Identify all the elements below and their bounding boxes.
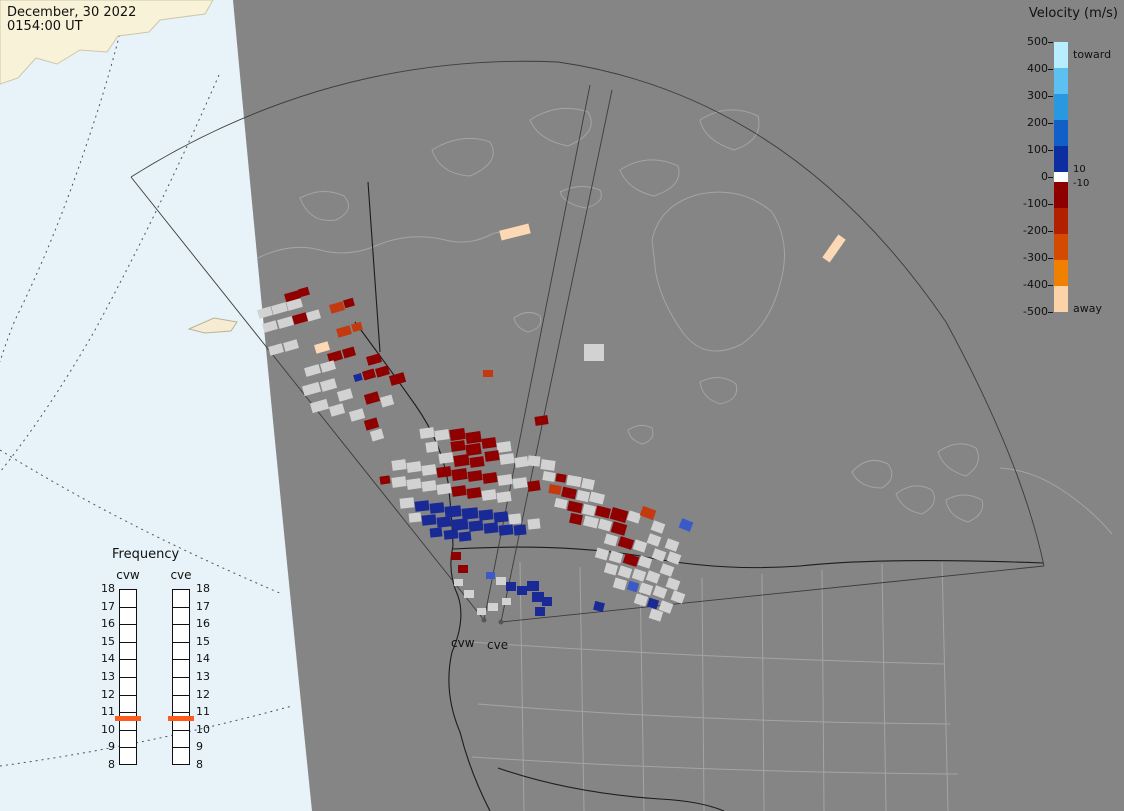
arctic-island-outline — [431, 137, 494, 177]
time-label: 0154:00 UT — [7, 19, 83, 34]
radar-label-cvw: cvw — [451, 636, 475, 650]
east-coast-outline — [999, 467, 1113, 535]
us-canada-border — [452, 546, 1044, 569]
radar-label-cve: cve — [487, 638, 509, 652]
graticule-line — [0, 74, 220, 473]
great-lake-outline — [945, 494, 984, 523]
state-border — [579, 566, 585, 811]
coastal-island — [187, 317, 238, 334]
fov-arc — [130, 60, 1045, 567]
radar-site-dot-cvw — [481, 617, 487, 623]
state-border — [471, 756, 959, 775]
state-border — [477, 703, 951, 725]
state-border — [639, 573, 645, 811]
alaska-landmass — [0, 0, 214, 85]
graticule-line — [0, 705, 293, 767]
hudson-bay-outline — [651, 191, 785, 352]
great-lake-outline — [851, 459, 893, 489]
great-lake-outline — [895, 485, 935, 515]
graticule-line — [0, 0, 129, 363]
state-border — [469, 641, 945, 665]
radar-site-dot-cve — [498, 619, 504, 625]
fov-edge-right — [500, 565, 1045, 623]
lake-outline — [513, 312, 542, 333]
arctic-island-outline — [529, 107, 592, 147]
arctic-island-outline — [619, 159, 680, 197]
arctic-coast-outline — [257, 230, 529, 259]
date-label: December, 30 2022 — [7, 5, 137, 20]
great-lake-outline — [937, 443, 979, 477]
state-border — [941, 561, 949, 811]
arctic-island-outline — [699, 109, 760, 151]
us-mexico-border — [497, 767, 725, 811]
arctic-island-outline — [299, 191, 349, 222]
alaska-border — [367, 181, 381, 353]
lake-outline — [627, 424, 654, 445]
state-border — [881, 563, 887, 811]
graticule-line — [0, 449, 283, 595]
fov-edge-left — [130, 176, 485, 621]
geo-outlines — [257, 107, 1113, 811]
state-border — [761, 573, 765, 811]
state-border — [519, 561, 525, 811]
state-border — [701, 577, 705, 811]
map-region — [233, 0, 1124, 811]
state-border — [821, 569, 825, 811]
arctic-island-outline — [559, 186, 602, 209]
lake-outline — [699, 377, 738, 405]
